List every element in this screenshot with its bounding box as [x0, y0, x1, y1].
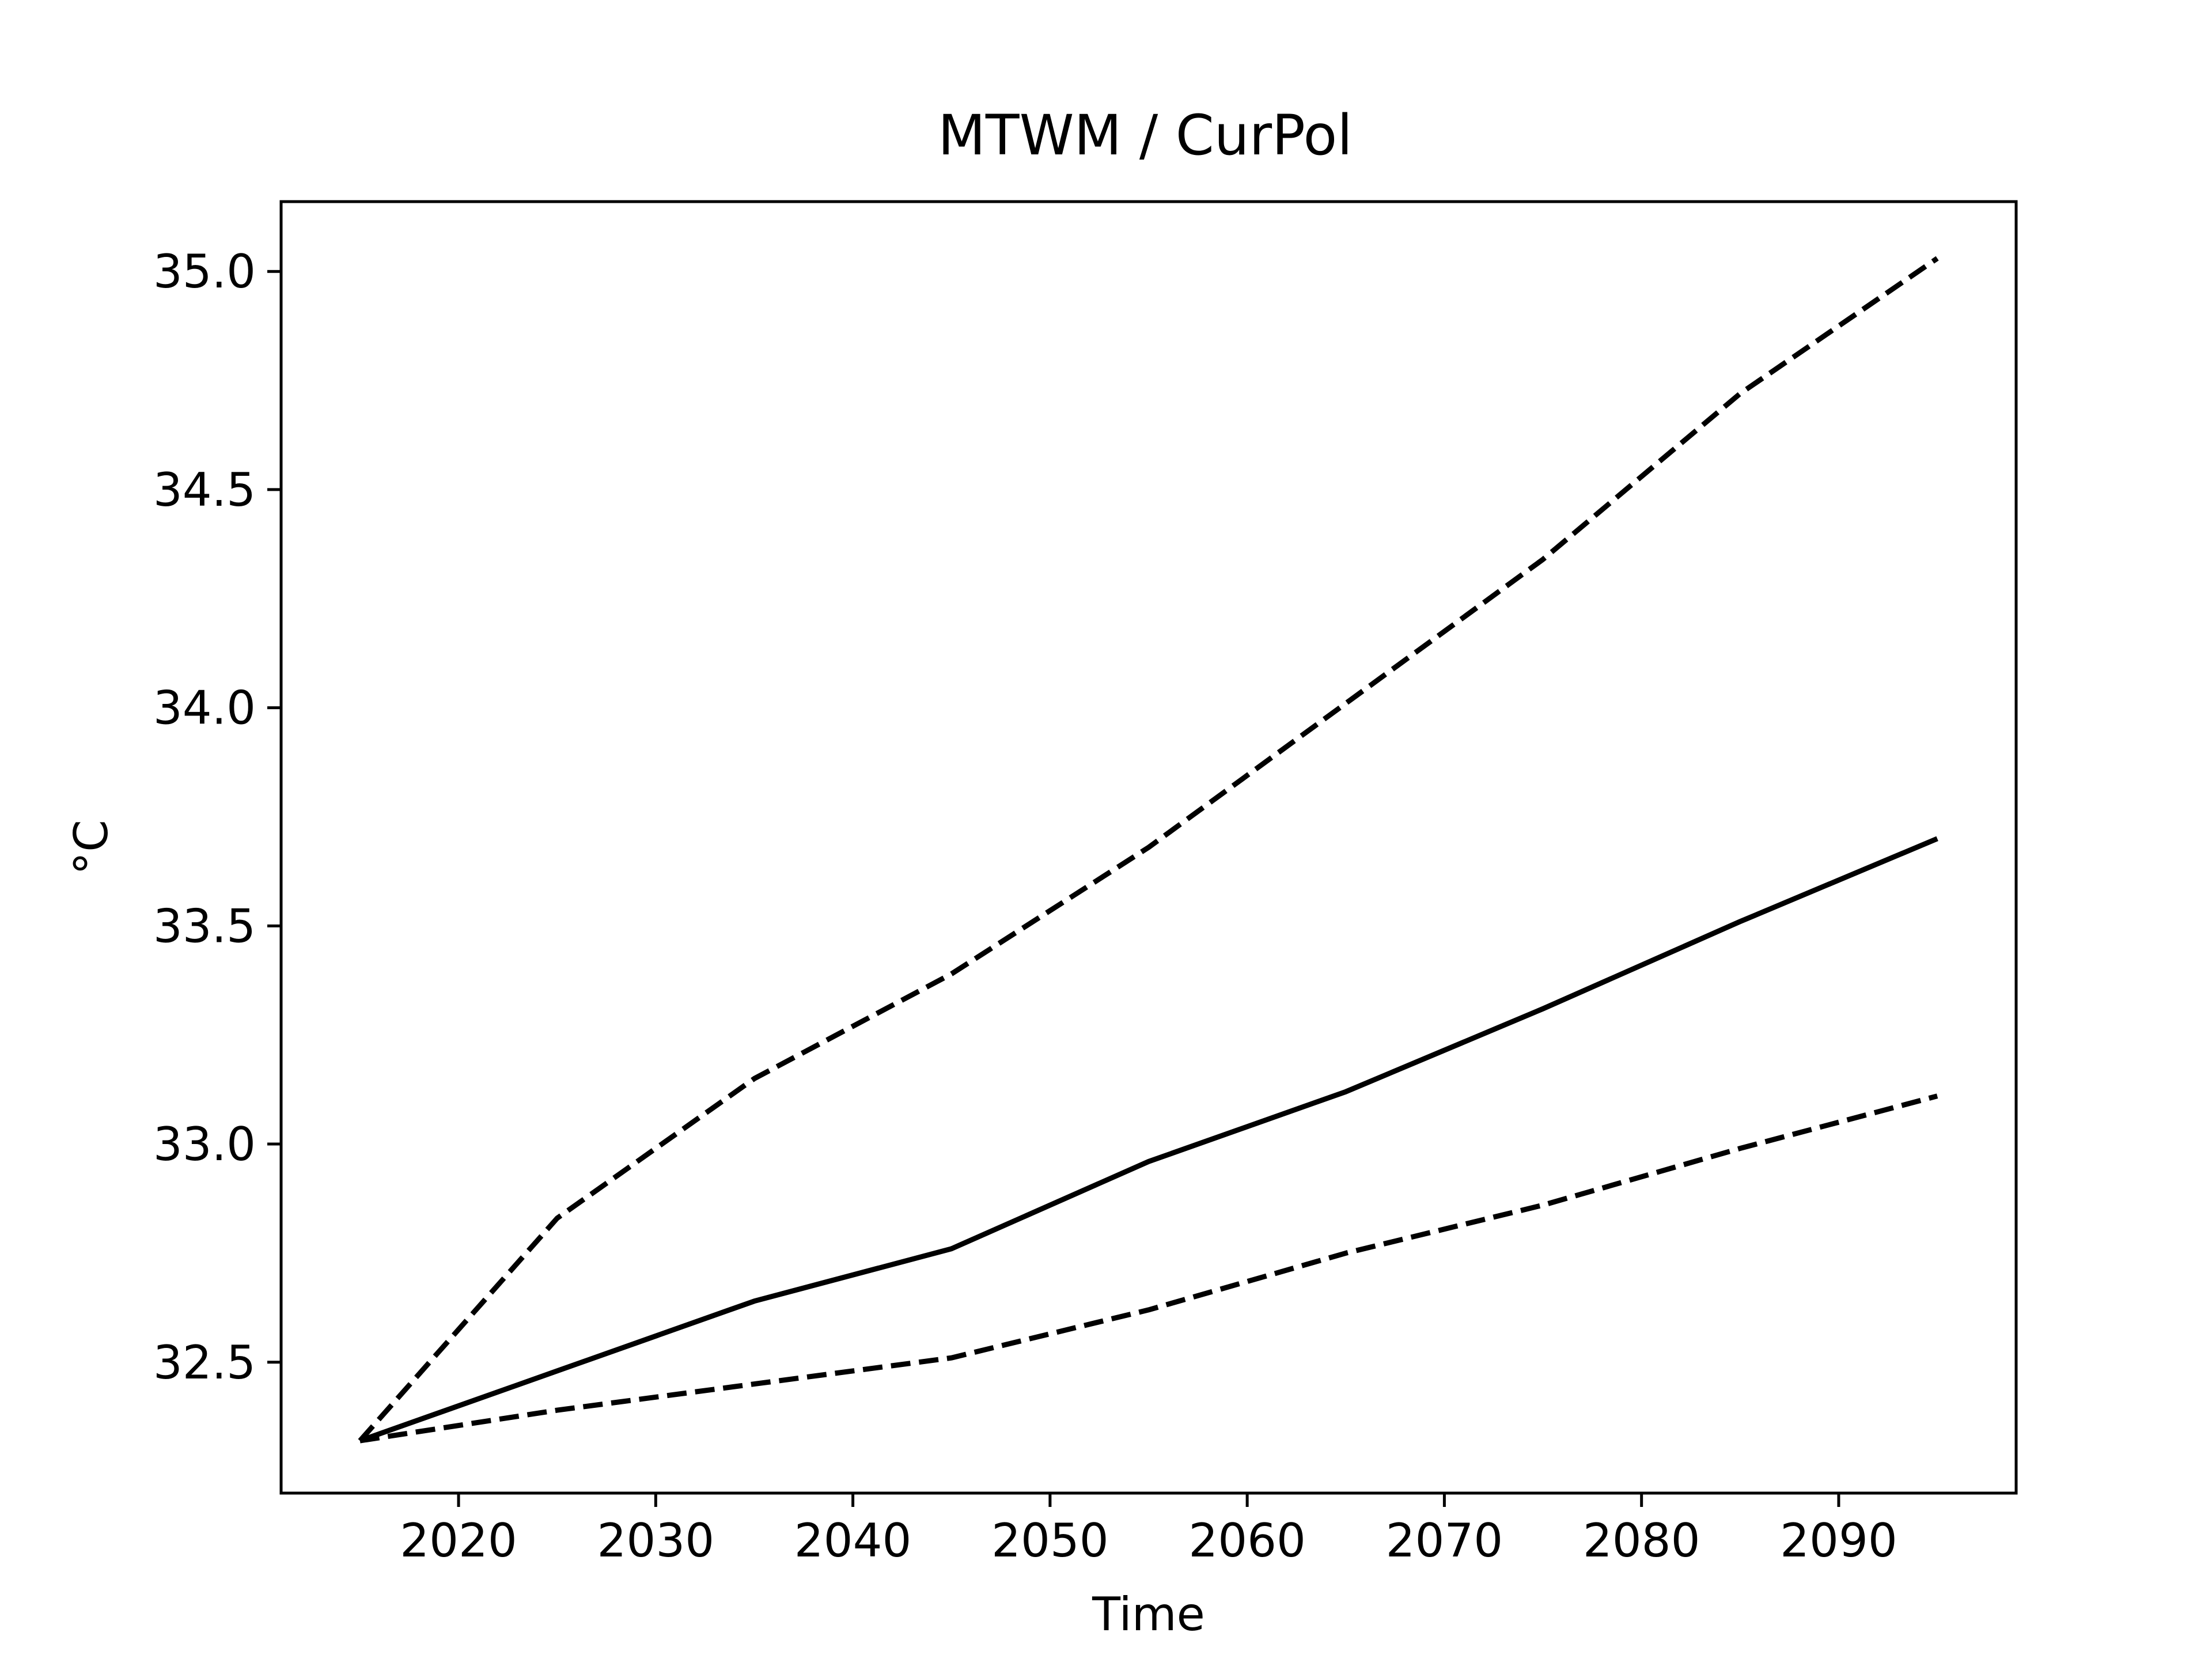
y-tick-label: 35.0 — [153, 245, 256, 298]
x-tick-label: 2060 — [1188, 1514, 1306, 1567]
y-axis-label: °C — [65, 820, 118, 875]
x-axis-label: Time — [1092, 1588, 1205, 1641]
x-tick-label: 2040 — [794, 1514, 912, 1567]
x-tick-label: 2020 — [400, 1514, 517, 1567]
y-tick-label: 34.0 — [153, 681, 256, 735]
y-tick-label: 32.5 — [153, 1336, 256, 1389]
series-line-3 — [359, 1093, 1938, 1444]
y-tick-label: 33.0 — [153, 1118, 256, 1171]
series-layer — [358, 256, 1939, 1444]
x-tick-label: 2090 — [1780, 1514, 1897, 1567]
x-tick-label: 2030 — [597, 1514, 715, 1567]
plot-frame — [279, 200, 2018, 1495]
x-tick-label: 2050 — [991, 1514, 1109, 1567]
x-tick-label: 2080 — [1583, 1514, 1700, 1567]
chart-title: MTWM / CurPol — [938, 103, 1353, 168]
series-line-2 — [359, 836, 1938, 1444]
x-tick-label: 2070 — [1386, 1514, 1503, 1567]
y-tick-label: 33.5 — [153, 899, 256, 953]
series-line-1 — [358, 256, 1939, 1443]
axes-layer: 2020 2030 2040 2050 2060 2070 2080 2090 32.5 33.0… — [153, 245, 1897, 1567]
y-tick-label: 34.5 — [153, 463, 256, 517]
